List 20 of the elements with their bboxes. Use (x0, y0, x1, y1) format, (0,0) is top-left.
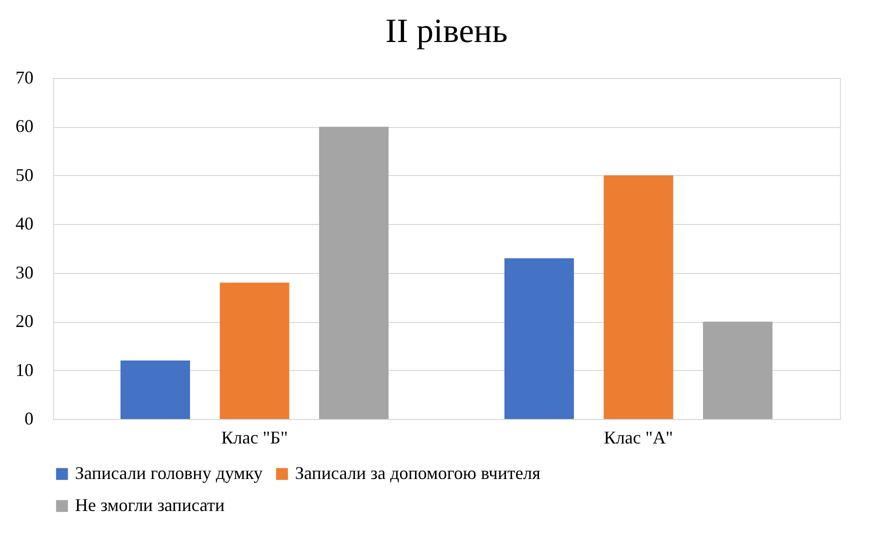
y-tick-label: 70 (16, 68, 34, 88)
y-tick-label: 50 (16, 164, 34, 185)
bar (702, 322, 772, 419)
legend-label: Не змогли записати (75, 495, 226, 515)
legend-label: Записали головну думку (75, 463, 263, 483)
bar (220, 282, 290, 419)
y-tick-label: 30 (16, 262, 34, 282)
y-tick-label: 0 (24, 408, 34, 428)
y-tick-label: 40 (16, 214, 34, 234)
legend-label: Записали за допомогою вчителя (295, 463, 540, 483)
bar (604, 175, 674, 419)
bar (504, 258, 574, 419)
y-tick-label: 10 (16, 360, 34, 380)
y-tick-label: 60 (16, 116, 34, 136)
y-tick-label: 20 (16, 311, 34, 332)
x-tick-label: Клас "Б" (221, 428, 288, 448)
x-tick-label: Клас "А" (604, 428, 674, 448)
chart-title: II рівень (385, 13, 508, 50)
bar (319, 126, 389, 419)
bar (120, 360, 190, 419)
